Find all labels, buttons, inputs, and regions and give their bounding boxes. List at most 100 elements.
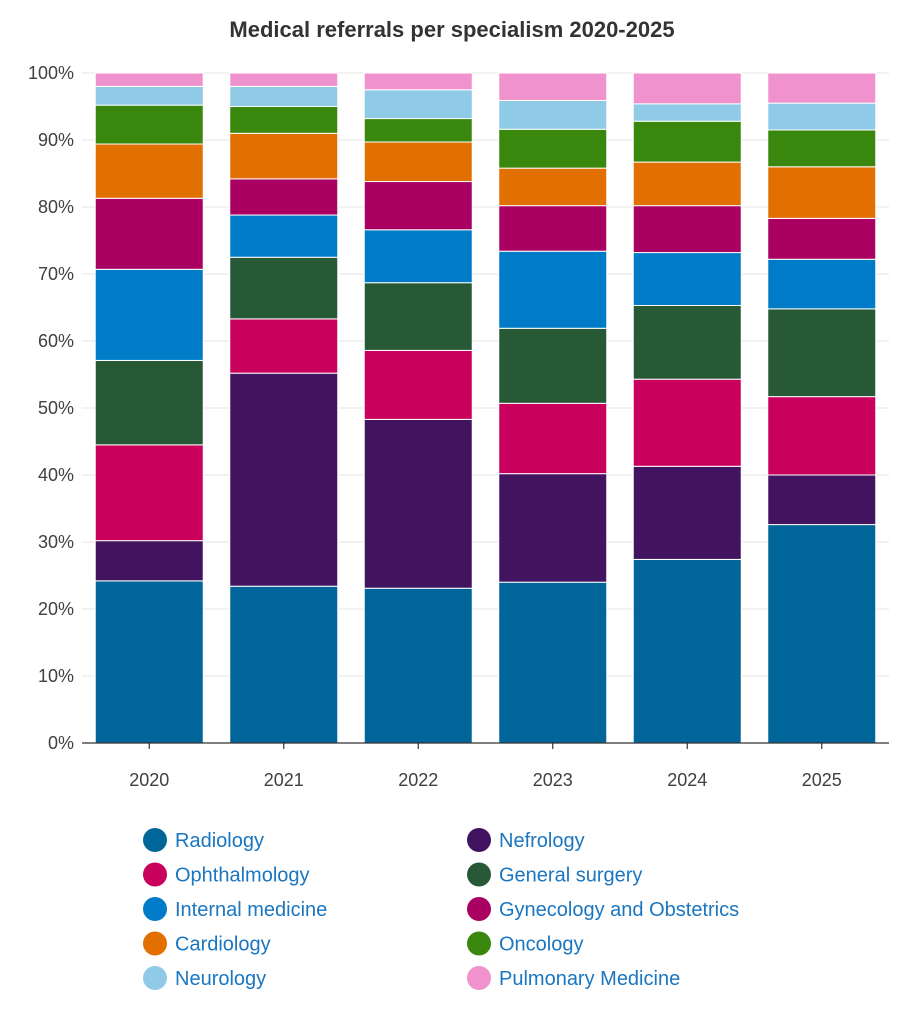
y-tick-label: 0% (48, 733, 74, 753)
bar-segment-pulmonary-medicine[interactable] (229, 72, 339, 87)
bar-segment-general-surgery[interactable] (229, 256, 339, 320)
bar-segment-pulmonary-medicine[interactable] (498, 72, 608, 101)
bar-segment-radiology[interactable] (363, 587, 473, 744)
bar-segment-gynecology-and-obstetrics[interactable] (94, 197, 204, 270)
bar-segment-neurology[interactable] (767, 102, 877, 131)
legend-item[interactable]: General surgery (467, 862, 642, 887)
bar-segment-internal-medicine[interactable] (498, 250, 608, 329)
bar-stack-2024 (632, 72, 742, 744)
bar-segment-radiology[interactable] (498, 581, 608, 744)
bar-segment-gynecology-and-obstetrics[interactable] (229, 178, 339, 216)
bar-segment-ophthalmology[interactable] (229, 318, 339, 374)
legend-item[interactable]: Oncology (467, 931, 584, 956)
legend-swatch (143, 897, 167, 921)
bar-segment-general-surgery[interactable] (498, 327, 608, 404)
y-tick-label: 60% (38, 331, 74, 351)
bar-segment-neurology[interactable] (94, 85, 204, 106)
bar-segment-general-surgery[interactable] (767, 308, 877, 398)
bar-segment-nefrology[interactable] (94, 540, 204, 582)
legend-swatch (143, 862, 167, 887)
legend-label: General surgery (499, 865, 642, 887)
legend-item[interactable]: Ophthalmology (143, 862, 310, 887)
bar-segment-cardiology[interactable] (767, 166, 877, 219)
bar-segment-ophthalmology[interactable] (632, 378, 742, 467)
bar-segment-nefrology[interactable] (498, 473, 608, 583)
bar-segment-cardiology[interactable] (94, 143, 204, 199)
bar-segment-ophthalmology[interactable] (498, 402, 608, 475)
legend-item[interactable]: Nefrology (467, 828, 585, 852)
bar-segment-nefrology[interactable] (767, 474, 877, 526)
bars (94, 72, 877, 744)
bar-segment-gynecology-and-obstetrics[interactable] (767, 217, 877, 260)
bar-segment-ophthalmology[interactable] (767, 396, 877, 476)
legend-label: Internal medicine (175, 899, 327, 921)
bar-segment-internal-medicine[interactable] (229, 214, 339, 258)
bar-stack-2022 (363, 72, 473, 744)
bar-segment-pulmonary-medicine[interactable] (632, 72, 742, 105)
bar-segment-radiology[interactable] (767, 524, 877, 744)
bar-segment-cardiology[interactable] (229, 132, 339, 180)
bar-segment-oncology[interactable] (767, 129, 877, 168)
bar-segment-cardiology[interactable] (632, 161, 742, 207)
legend-label: Cardiology (175, 934, 271, 956)
bar-stack-2025 (767, 72, 877, 744)
x-tick-label: 2024 (667, 770, 707, 790)
legend-swatch (467, 966, 491, 990)
bar-segment-oncology[interactable] (229, 106, 339, 134)
bar-segment-internal-medicine[interactable] (363, 229, 473, 284)
legend-label: Ophthalmology (175, 865, 310, 887)
bar-segment-nefrology[interactable] (632, 465, 742, 560)
legend-item[interactable]: Pulmonary Medicine (467, 966, 680, 990)
bar-segment-gynecology-and-obstetrics[interactable] (363, 181, 473, 231)
x-tick-label: 2023 (533, 770, 573, 790)
legend-item[interactable]: Radiology (143, 828, 264, 852)
y-tick-label: 90% (38, 130, 74, 150)
legend-label: Nefrology (499, 830, 585, 852)
bar-segment-nefrology[interactable] (363, 418, 473, 589)
bar-segment-radiology[interactable] (94, 580, 204, 744)
bar-stack-2023 (498, 72, 608, 744)
legend-swatch (467, 862, 491, 887)
bar-segment-ophthalmology[interactable] (94, 444, 204, 542)
legend-label: Oncology (499, 934, 584, 956)
y-tick-label: 30% (38, 532, 74, 552)
bar-segment-oncology[interactable] (94, 104, 204, 145)
bar-segment-neurology[interactable] (632, 103, 742, 122)
bar-segment-oncology[interactable] (632, 120, 742, 163)
x-tick-label: 2022 (398, 770, 438, 790)
legend-item[interactable]: Neurology (143, 966, 266, 990)
x-tick-label: 2020 (129, 770, 169, 790)
bar-segment-pulmonary-medicine[interactable] (767, 72, 877, 104)
bar-segment-gynecology-and-obstetrics[interactable] (498, 205, 608, 252)
bar-segment-internal-medicine[interactable] (94, 268, 204, 361)
bar-segment-nefrology[interactable] (229, 372, 339, 587)
bar-segment-neurology[interactable] (498, 99, 608, 130)
bar-segment-pulmonary-medicine[interactable] (94, 72, 204, 87)
bar-segment-general-surgery[interactable] (632, 304, 742, 380)
bar-segment-neurology[interactable] (363, 89, 473, 120)
bar-segment-neurology[interactable] (229, 85, 339, 108)
bar-segment-ophthalmology[interactable] (363, 349, 473, 420)
bar-segment-internal-medicine[interactable] (632, 252, 742, 306)
y-tick-label: 10% (38, 666, 74, 686)
legend-swatch (467, 828, 491, 852)
bar-segment-oncology[interactable] (498, 128, 608, 169)
legend-item[interactable]: Gynecology and Obstetrics (467, 897, 739, 921)
bar-segment-cardiology[interactable] (498, 167, 608, 207)
x-tick-label: 2021 (264, 770, 304, 790)
legend-item[interactable]: Cardiology (143, 931, 271, 956)
bar-segment-internal-medicine[interactable] (767, 258, 877, 310)
axes: 0% 10% 20% 30% 40% 50% 60% 70% 80% 90% 100% 2020 202… (28, 63, 889, 790)
bar-segment-radiology[interactable] (229, 585, 339, 744)
bar-segment-oncology[interactable] (363, 118, 473, 143)
bar-segment-radiology[interactable] (632, 558, 742, 744)
legend-label: Radiology (175, 830, 264, 852)
bar-segment-cardiology[interactable] (363, 141, 473, 183)
y-tick-label: 50% (38, 398, 74, 418)
bar-segment-general-surgery[interactable] (363, 282, 473, 351)
legend-item[interactable]: Internal medicine (143, 897, 327, 921)
bar-segment-pulmonary-medicine[interactable] (363, 72, 473, 91)
bar-segment-general-surgery[interactable] (94, 359, 204, 446)
bar-segment-gynecology-and-obstetrics[interactable] (632, 205, 742, 254)
